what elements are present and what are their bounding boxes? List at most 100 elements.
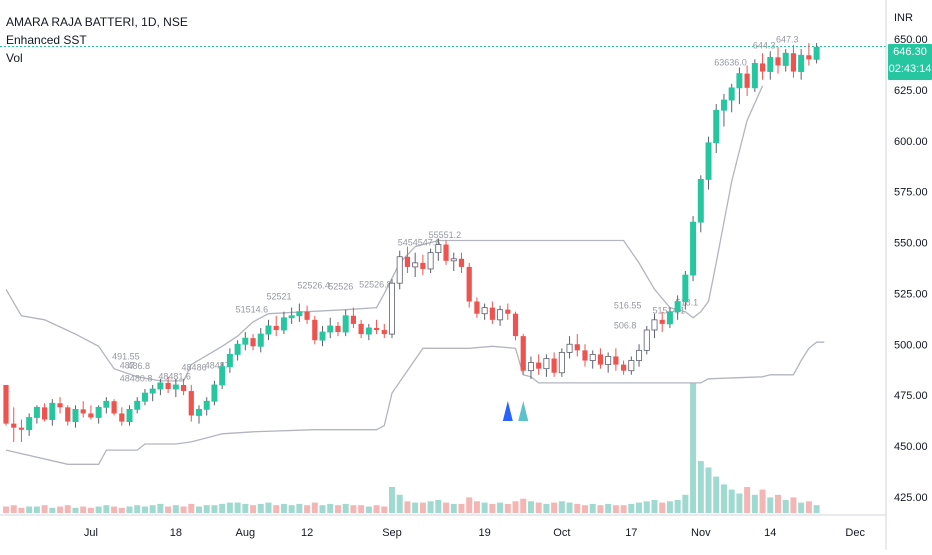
candle-body [296,311,303,317]
level-annotation: 506.8 [614,320,637,330]
candle-body [365,327,372,335]
volume-bar [26,506,33,513]
y-tick-label: 450.00 [894,441,928,453]
volume-bar [759,489,766,513]
candle-body [65,407,71,422]
candle-body [396,256,403,284]
y-tick-label: 550.00 [894,238,928,250]
volume-bar [450,503,457,513]
candle-body [57,403,63,408]
candle-body [582,350,588,361]
y-tick-label: 425.00 [894,492,928,504]
candle-body [342,315,349,333]
level-annotation: 48480.8 [120,373,153,383]
volume-bar [589,503,596,513]
volume-bar [597,505,604,513]
level-annotation: 48481.6 [158,372,191,382]
level-annotation: 55551.2 [429,230,462,240]
candle-body [288,315,295,319]
volume-bar [165,506,172,513]
candle-body [211,384,218,402]
volume-bar [265,502,272,513]
volume-bar [790,497,797,513]
volume-bar [566,502,573,513]
candle-body [450,258,457,262]
symbol-title[interactable]: AMARA RAJA BATTERI, 1D, NSE [6,15,188,29]
candle-body [435,244,442,254]
volume-bar [612,505,619,513]
level-annotation: 52526.4 [297,281,330,291]
x-tick-label: 14 [764,527,776,539]
level-annotation: 52526.8 [359,280,392,290]
indicator-label[interactable]: Enhanced SST [6,33,87,47]
volume-bar [473,501,480,513]
level-annotation: 486.8 [128,361,151,371]
level-annotation: 647.3 [776,34,799,44]
volume-label[interactable]: Vol [6,51,23,65]
candles [3,43,820,442]
volume-bar [682,494,689,513]
volume-bar [736,493,743,513]
x-tick-label: Oct [553,527,570,539]
candle-body [420,262,426,269]
volume-bar [33,506,40,513]
candle-body [111,401,117,414]
buy-signal-arrow [502,401,513,421]
x-tick-label: Aug [236,527,256,539]
volume-bar [543,503,550,513]
volume-bar [234,502,241,513]
candle-body [536,362,542,369]
volume-bar [466,497,473,513]
x-tick-label: Jul [84,527,98,539]
volume-bar [103,505,110,513]
candle-body [728,87,735,101]
candle-body [80,409,86,414]
volume-bar [350,505,357,513]
candle-body [651,319,658,331]
candle-body [327,325,334,333]
volume-bar [296,503,303,513]
candle-body [141,392,148,402]
volume-bar [705,467,712,513]
candle-body [180,384,187,392]
candle-body [126,408,133,422]
volume-bar [713,476,720,513]
volume-bar [659,502,666,513]
candle-body [188,391,194,416]
last-price-tag: 646.30 02:43:14 [888,44,932,80]
candle-body [280,317,287,331]
x-tick-label: 17 [625,527,637,539]
candle-body [195,408,202,416]
volume-bar [396,494,403,513]
volume-bar [87,507,94,513]
volume-bar [41,505,48,513]
candle-body [512,313,519,337]
volume-bar [373,505,380,513]
candle-body [674,301,681,313]
volume-bar [57,506,64,513]
volume-bar [188,503,195,513]
candle-body [505,309,511,314]
volume-bar [80,506,87,513]
candle-body [18,427,25,430]
volume-bar [203,505,210,513]
volume-bar [149,505,156,513]
candle-body [543,358,550,370]
y-tick-label: 500.00 [894,339,928,351]
volume-bar [767,497,774,513]
candle-body [481,307,488,315]
candle-body [134,400,141,410]
candle-body [790,53,797,72]
level-annotation: 518.1 [676,297,699,307]
level-annotation: 63636.0 [714,57,747,67]
candle-body [350,315,356,324]
y-tick-label: 475.00 [894,390,928,402]
volume-bar [211,505,218,513]
volume-bar [775,494,781,513]
volume-bar [636,502,643,513]
volume-bars [3,383,820,513]
volume-bar [381,506,388,513]
y-tick-label: 650.00 [894,34,928,46]
